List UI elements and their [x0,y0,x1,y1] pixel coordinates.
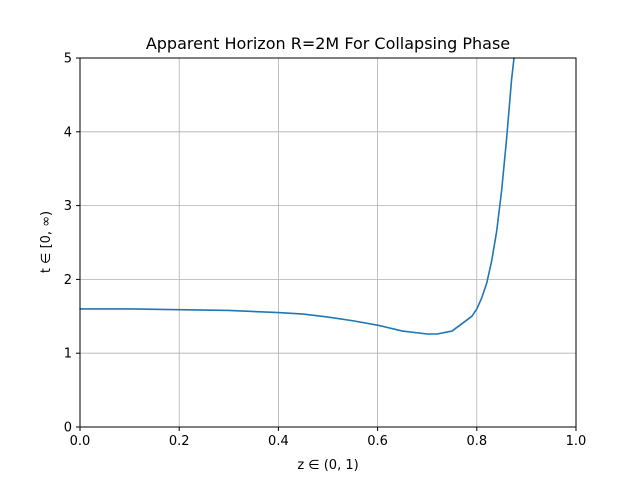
x-tick-label: 0.2 [169,434,190,449]
y-tick-label: 1 [64,347,72,362]
series-line [79,57,515,335]
x-tick-label: 0.8 [466,434,487,449]
plot-series [79,57,515,335]
y-axis-label: t ∈ [0, ∞) [39,211,54,273]
grid-lines [79,57,577,428]
x-tick-label: 0.6 [367,434,388,449]
plot-frame [79,57,577,428]
y-tick-label: 2 [64,273,72,288]
axis-ticks: 0.0 0.2 0.4 0.6 0.8 1.0 0 1 2 3 4 5 [64,52,587,450]
x-axis-label: z ∈ (0, 1) [297,458,358,473]
y-tick-label: 0 [64,421,72,436]
x-tick-label: 0.0 [70,434,91,449]
chart-title: Apparent Horizon R=2M For Collapsing Pha… [146,34,510,53]
y-tick-label: 5 [64,52,72,67]
x-tick-label: 0.4 [268,434,289,449]
y-tick-label: 4 [64,125,72,140]
x-tick-label: 1.0 [566,434,587,449]
y-tick-label: 3 [64,199,72,214]
